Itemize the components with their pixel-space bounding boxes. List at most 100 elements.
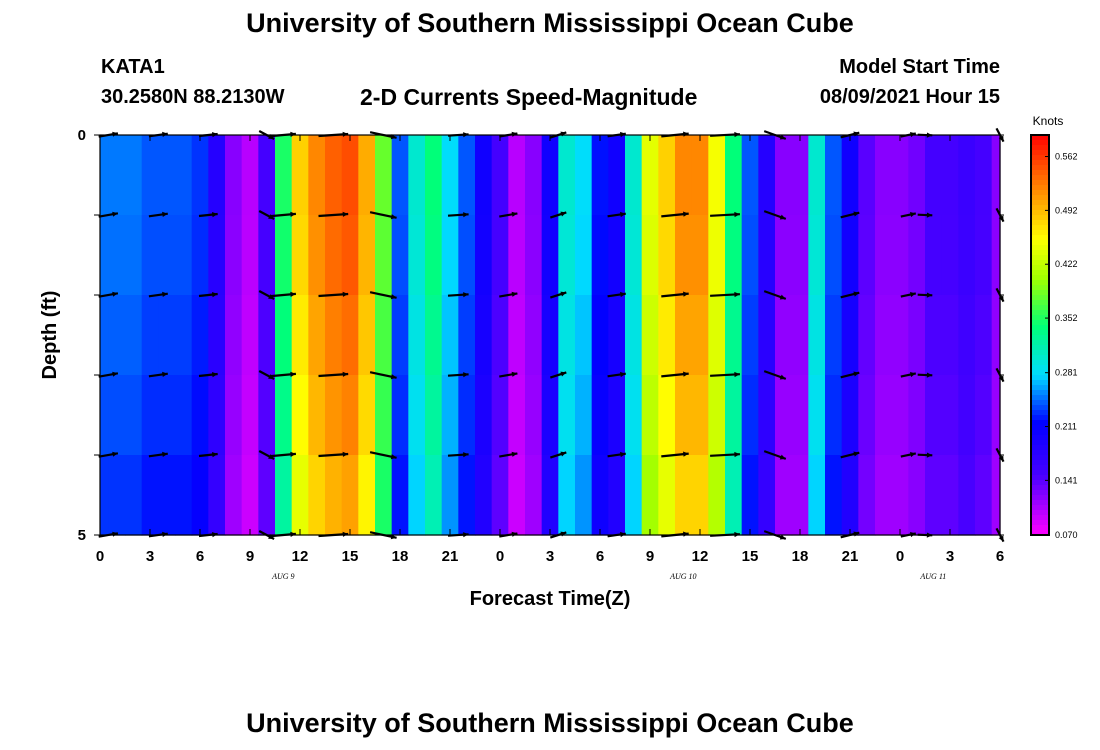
current-vector-arrow (607, 451, 626, 458)
arrow-head (342, 291, 349, 297)
heatmap-cell (891, 215, 909, 296)
colorbar-segment (1031, 515, 1049, 521)
x-tick-label: 21 (842, 548, 859, 565)
arrow-head (112, 291, 118, 297)
heatmap-cell (975, 375, 993, 456)
heatmap-cell (808, 215, 826, 296)
colorbar-segment (1031, 245, 1049, 251)
x-tick-label: 18 (392, 548, 409, 565)
current-vector-arrow (318, 371, 349, 378)
heatmap-cell (908, 215, 926, 296)
arrow-head (390, 374, 397, 380)
arrow-head (212, 292, 218, 298)
date-label: AUG 9 (271, 572, 294, 581)
current-vector-arrow (549, 451, 567, 459)
arrow-head (162, 211, 168, 217)
heatmap-cell (358, 375, 376, 456)
arrow-head (212, 212, 218, 218)
arrow-head (112, 371, 118, 377)
heatmap-cell (258, 135, 276, 216)
heatmap-cell (491, 135, 509, 216)
heatmap-cell (225, 215, 243, 296)
heatmap-cell (425, 135, 443, 216)
colorbar-tick-label: 0.352 (1055, 313, 1078, 323)
arrow-head (926, 452, 933, 458)
heatmap-cell (941, 215, 959, 296)
heatmap-cell (325, 135, 343, 216)
date-label: AUG 11 (919, 572, 946, 581)
heatmap-cell (141, 375, 159, 456)
current-vector-arrow (661, 371, 689, 378)
arrow-head (290, 291, 296, 297)
heatmap-cell (225, 455, 243, 536)
arrow-head (683, 451, 689, 457)
x-tick-label: 3 (546, 548, 554, 565)
colorbar-segment (1031, 505, 1049, 511)
heatmap-cell (475, 215, 493, 296)
heatmap-cell (375, 135, 393, 216)
heatmap-cell (475, 375, 493, 456)
heatmap-cell (441, 375, 459, 456)
heatmap-cell (408, 215, 426, 296)
heatmap-cell (358, 135, 376, 216)
heatmap-cell (591, 375, 609, 456)
colorbar-segment (1031, 250, 1049, 256)
heatmap-cell (775, 455, 793, 536)
heatmap-cell (875, 295, 893, 376)
heatmap-cell (708, 135, 726, 216)
heatmap-cell (975, 295, 993, 376)
arrow-head (162, 291, 168, 297)
current-vector-arrow (447, 372, 469, 378)
heatmap-cell (708, 455, 726, 536)
heatmap-cell (558, 375, 576, 456)
heatmap-cell (575, 455, 593, 536)
arrow-head (853, 211, 860, 217)
heatmap-cell (758, 455, 776, 536)
arrow-head (511, 531, 518, 537)
colorbar-segment (1031, 500, 1049, 506)
heatmap-cell (425, 455, 443, 536)
x-tick-label: 3 (146, 548, 154, 565)
current-vector-arrow (710, 291, 740, 298)
heatmap-cell (358, 215, 376, 296)
heatmap-cell (675, 375, 693, 456)
colorbar-segment (1031, 510, 1049, 516)
arrow-head (620, 371, 626, 378)
heatmap-cell (325, 295, 343, 376)
heatmap-cell (341, 455, 359, 536)
heatmap-cell (925, 375, 943, 456)
heatmap-cell (925, 135, 943, 216)
arrow-head (212, 452, 218, 458)
heatmap-cell (458, 375, 476, 456)
arrow-head (560, 371, 567, 377)
heatmap-cell (891, 295, 909, 376)
colorbar-segment (1031, 185, 1049, 191)
heatmap-cell (841, 215, 859, 296)
heatmap-cell (675, 455, 693, 536)
arrow-head (926, 372, 933, 378)
heatmap-cell (391, 215, 409, 296)
heatmap-cell (141, 295, 159, 376)
colorbar-segment (1031, 270, 1049, 276)
heatmap-cell (291, 135, 309, 216)
heatmap-cell (141, 215, 159, 296)
arrow-head (620, 291, 626, 298)
arrow-head (511, 371, 518, 377)
current-vector-arrow (763, 290, 787, 300)
heatmap-cell (658, 455, 676, 536)
heatmap-cell (925, 215, 943, 296)
station-coordinates: 30.2580N 88.2130W (101, 86, 285, 108)
current-vector-arrow (499, 291, 518, 298)
heatmap-cell (541, 135, 559, 216)
colorbar-segment (1031, 325, 1049, 331)
colorbar-frame (1030, 134, 1050, 536)
heatmap-cell (725, 215, 743, 296)
heatmap-cell (225, 135, 243, 216)
heatmap-cell (775, 295, 793, 376)
heatmap-cell (791, 135, 809, 216)
heatmap-cell (341, 215, 359, 296)
colorbar-tick-label: 0.211 (1055, 422, 1077, 432)
heatmap-cell (325, 455, 343, 536)
colorbar-segment (1031, 425, 1049, 431)
y-axis: 05 (78, 127, 1004, 544)
